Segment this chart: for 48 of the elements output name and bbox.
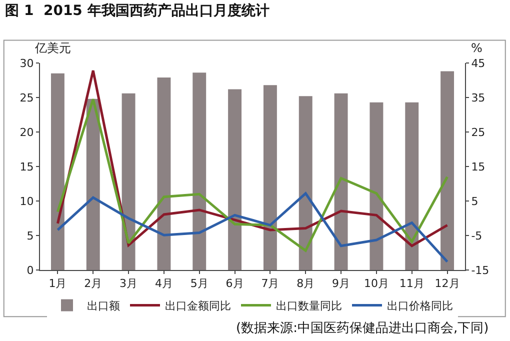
bar bbox=[334, 93, 348, 270]
bar bbox=[86, 98, 100, 270]
y2-tick-label: 45 bbox=[471, 56, 486, 70]
y-tick-label: 15 bbox=[20, 160, 34, 174]
bar bbox=[440, 71, 454, 270]
y2-tick-label: -15 bbox=[471, 264, 490, 277]
legend-label: 出口额 bbox=[87, 299, 120, 312]
y-tick-label: 30 bbox=[20, 56, 34, 70]
x-tick-label: 10月 bbox=[364, 277, 389, 290]
x-tick-label: 3月 bbox=[120, 277, 138, 290]
x-tick-label: 8月 bbox=[296, 277, 315, 290]
y2-tick-label: 25 bbox=[471, 126, 486, 139]
y-tick-label: 20 bbox=[20, 126, 34, 139]
legend-label: 出口金额同比 bbox=[165, 299, 231, 312]
x-tick-label: 6月 bbox=[226, 277, 244, 290]
x-tick-label: 4月 bbox=[154, 277, 173, 290]
y-tick-label: 0 bbox=[26, 264, 34, 277]
line-series bbox=[56, 98, 449, 252]
x-tick-label: 11月 bbox=[399, 277, 424, 290]
y-tick-label: 10 bbox=[20, 194, 34, 208]
x-tick-label: 1月 bbox=[48, 277, 67, 290]
x-tick-label: 7月 bbox=[261, 277, 280, 290]
y2-tick-label: 5 bbox=[471, 194, 478, 208]
y-tick-label: 5 bbox=[26, 229, 34, 242]
y2-tick-label: 35 bbox=[471, 91, 486, 104]
x-tick-label: 2月 bbox=[84, 277, 102, 290]
legend-label: 出口数量同比 bbox=[276, 299, 342, 312]
chart-title: 图 1 2015 年我国西药产品出口月度统计 bbox=[5, 2, 270, 19]
bar bbox=[50, 73, 64, 270]
legend-label: 出口价格同比 bbox=[387, 299, 453, 312]
x-tick-label: 12月 bbox=[434, 277, 460, 290]
bar bbox=[370, 102, 384, 270]
bar bbox=[263, 85, 277, 270]
bar bbox=[122, 93, 136, 270]
text: (数据来源:中国医药保健品进出口商会,下同) bbox=[236, 321, 489, 336]
y-tick-label: 25 bbox=[20, 91, 34, 104]
y2-axis-title: % bbox=[471, 41, 482, 55]
bar bbox=[192, 72, 206, 270]
y2-tick-label: 15 bbox=[471, 160, 486, 174]
bar bbox=[228, 89, 242, 270]
y2-tick-label: -5 bbox=[471, 229, 482, 242]
x-tick-label: 9月 bbox=[332, 277, 350, 290]
x-tick-label: 5月 bbox=[190, 277, 208, 290]
bar bbox=[405, 102, 419, 270]
line-series bbox=[56, 192, 449, 263]
bar bbox=[157, 77, 171, 270]
y-axis-title: 亿美元 bbox=[34, 41, 71, 55]
bar bbox=[298, 96, 312, 270]
